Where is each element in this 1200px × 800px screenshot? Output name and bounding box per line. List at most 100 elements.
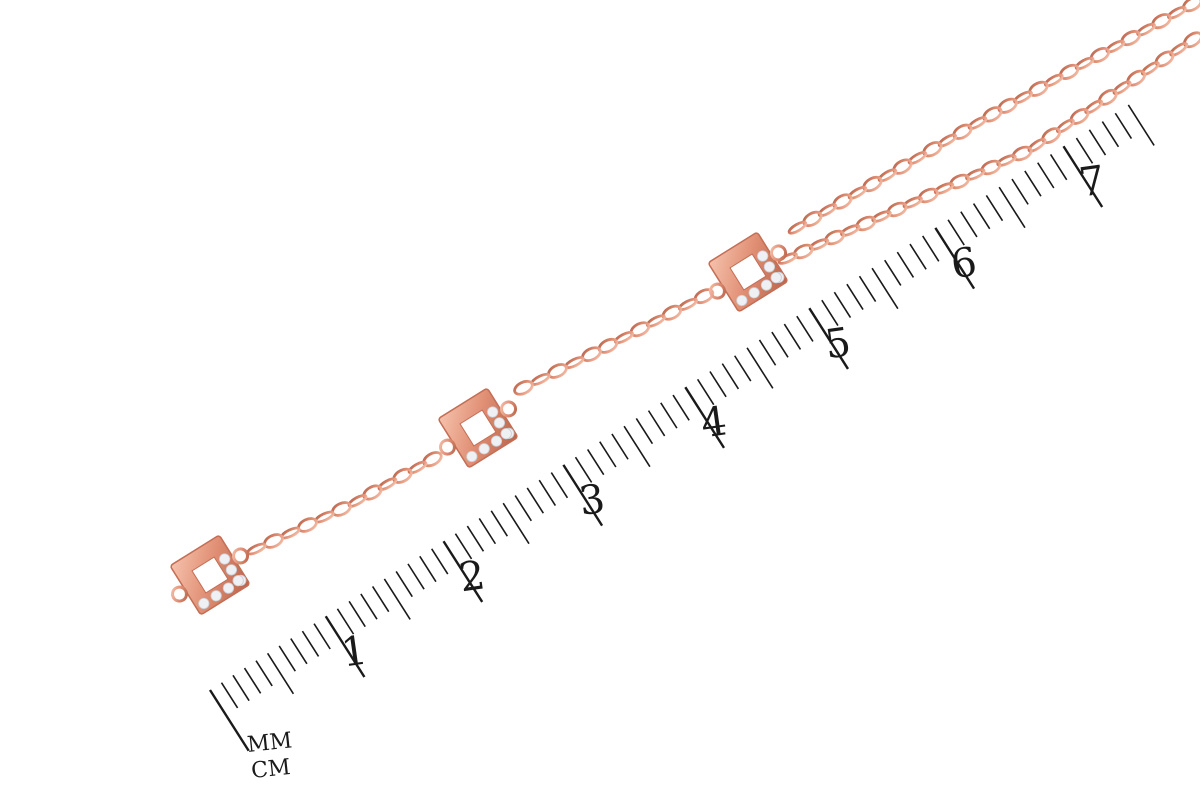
stone — [219, 553, 231, 565]
stone — [232, 575, 244, 587]
chain-link — [1069, 108, 1090, 125]
chain-link — [1126, 69, 1147, 87]
chain-link — [1169, 42, 1189, 57]
chain-link — [1028, 80, 1049, 97]
ruler-tick — [972, 203, 991, 230]
chain-link — [1151, 13, 1172, 30]
ruler-tick — [796, 315, 814, 342]
ruler-tick — [502, 502, 530, 545]
chain-link — [808, 238, 830, 251]
chain-link — [922, 141, 943, 158]
chain-link — [847, 185, 868, 200]
ruler-tick — [562, 464, 604, 527]
chain-link — [824, 229, 846, 246]
chain-link — [1182, 0, 1200, 13]
chain-segment-lower — [246, 451, 443, 556]
ruler-tick — [526, 487, 545, 514]
chain-link — [937, 133, 958, 148]
stone — [210, 590, 222, 602]
chain-link — [967, 116, 988, 130]
ruler-tick — [783, 323, 802, 350]
ruler-cm-label: 2 — [456, 552, 488, 601]
ruler-tick — [896, 251, 915, 278]
ruler-tick — [1049, 154, 1068, 181]
chain-link — [832, 193, 853, 210]
ruler-tick — [846, 283, 864, 310]
ruler-cm-label: 7 — [1076, 157, 1108, 206]
stone — [770, 272, 782, 284]
ruler-tick — [623, 425, 651, 468]
ruler-tick — [371, 585, 390, 613]
chain-link — [1167, 5, 1187, 20]
chain-link — [1043, 73, 1064, 88]
ruler-tick — [313, 623, 331, 650]
chain-link — [997, 97, 1018, 114]
stone — [760, 279, 773, 291]
stone — [763, 261, 776, 273]
chain-link — [1059, 63, 1080, 80]
chain-link — [1183, 31, 1200, 49]
stone — [490, 435, 503, 447]
chain-link — [1074, 56, 1095, 71]
ruler-tick — [383, 578, 411, 620]
chain-link — [1041, 127, 1062, 145]
ruler-tick — [858, 275, 877, 302]
ruler-tick — [709, 371, 727, 398]
stone — [478, 443, 490, 455]
chain-link — [965, 168, 986, 181]
ruler-cm-label: 3 — [576, 476, 608, 525]
chain-strand-upper — [787, 0, 1200, 235]
ruler-tick — [220, 682, 239, 709]
ruler-tick — [921, 235, 940, 262]
chain-link — [1089, 46, 1111, 64]
ruler-tick — [348, 600, 366, 628]
stone — [748, 287, 760, 299]
stone — [736, 294, 748, 307]
chain-link — [918, 187, 939, 204]
ruler-tick — [833, 291, 852, 318]
chain-link — [949, 173, 971, 190]
ruler-cm-label: 6 — [948, 239, 980, 288]
ruler-tick — [243, 667, 262, 694]
chain-strand-lower — [777, 31, 1200, 265]
ruler-tick — [255, 660, 273, 687]
ruler-tick — [960, 211, 978, 238]
chain-link — [1011, 145, 1033, 162]
ruler-tick — [324, 615, 366, 678]
chain-segment-middle — [513, 288, 715, 396]
ruler-tick — [721, 363, 740, 390]
chain-link — [422, 451, 443, 468]
chain-link — [996, 154, 1017, 167]
pendants — [170, 232, 788, 615]
ruler-tick — [871, 267, 899, 310]
ruler-tick — [1127, 104, 1155, 146]
chain-link — [1154, 50, 1175, 68]
ruler-tick — [611, 433, 629, 460]
ruler-tick — [884, 259, 902, 286]
stone — [757, 250, 769, 262]
ruler-tick — [1101, 121, 1120, 148]
ruler-tick — [1088, 129, 1107, 156]
chain-link — [1136, 22, 1157, 37]
ruler-tick — [808, 307, 850, 370]
chain-link — [377, 477, 398, 491]
ruler-tick — [998, 186, 1026, 229]
ruler-tick — [1075, 137, 1094, 164]
ruler-tick — [684, 386, 726, 449]
chain-link — [1027, 137, 1047, 153]
ruler-tick — [538, 479, 557, 506]
ruler-tick — [1024, 170, 1042, 197]
ruler-tick — [336, 608, 355, 635]
ruler-tick — [1037, 162, 1055, 189]
chain-link — [892, 158, 913, 175]
ruler-tick — [442, 540, 484, 603]
chain-link — [902, 196, 923, 209]
chain-link — [862, 175, 883, 193]
chain-link — [1105, 39, 1126, 54]
ruler-tick — [672, 394, 690, 421]
chain-link — [802, 210, 823, 228]
ruler-tick — [934, 227, 976, 290]
chain-link — [1098, 88, 1118, 106]
pendant-middle — [438, 388, 518, 468]
